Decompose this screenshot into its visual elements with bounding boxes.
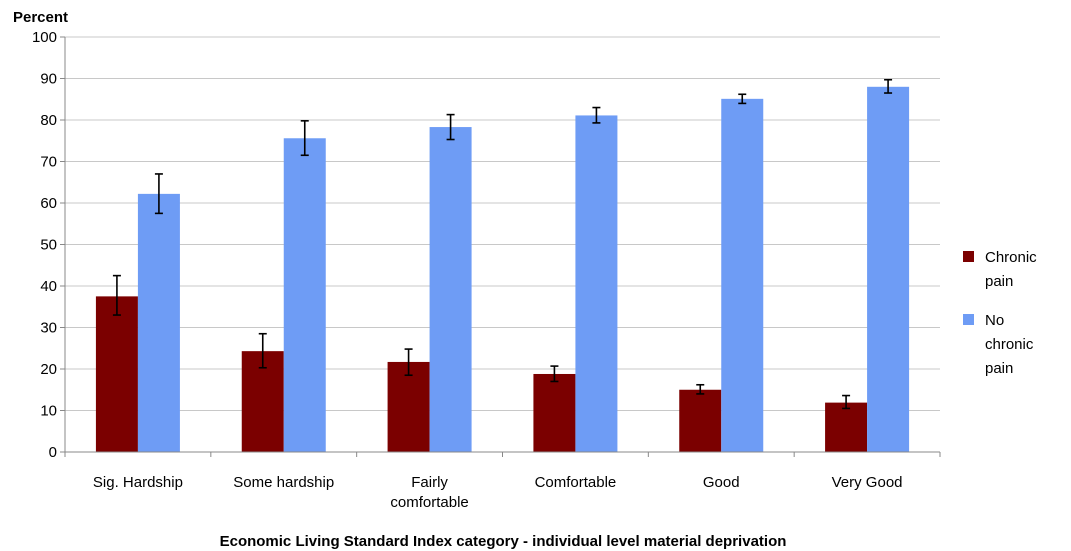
legend-label: Chronic pain (985, 249, 1037, 290)
y-tick-label: 40 (40, 278, 57, 295)
x-tick-label: Comfortable (535, 474, 617, 491)
error-bar (884, 78, 893, 94)
y-tick-label: 60 (40, 195, 57, 212)
error-bar (550, 365, 559, 383)
bar-chronic-pain (533, 373, 576, 452)
legend: Chronic pain No chronic pain (963, 249, 1037, 377)
error-bar (592, 106, 601, 124)
y-axis-ticks: 0 10 20 30 40 50 60 70 80 90 100 (32, 29, 65, 461)
x-tick-label: Sig. Hardship (93, 474, 183, 491)
x-tick-label: Fairly comfortable (390, 474, 468, 511)
x-tick-label: Some hardship (233, 474, 334, 491)
y-tick-label: 90 (40, 71, 57, 88)
bar-no-chronic-pain (137, 193, 180, 452)
y-tick-label: 30 (40, 320, 57, 337)
y-tick-label: 50 (40, 237, 57, 254)
y-tick-label: 20 (40, 361, 57, 378)
y-tick-label: 70 (40, 154, 57, 171)
gridlines (65, 36, 940, 411)
axes (64, 37, 941, 457)
y-tick-label: 0 (49, 444, 57, 461)
error-bar (842, 394, 851, 410)
bars (95, 86, 910, 453)
error-bar (696, 383, 705, 395)
error-bar (154, 173, 163, 215)
bar-no-chronic-pain (283, 138, 326, 452)
bar-no-chronic-pain (721, 98, 764, 453)
error-bars (112, 78, 893, 410)
bar-chronic-pain (679, 389, 722, 452)
legend-chronic-pain: Chronic pain (963, 249, 1037, 290)
error-bar (404, 348, 413, 377)
error-bar (300, 120, 309, 157)
y-tick-label: 100 (32, 29, 57, 46)
legend-no-chronic-pain: No chronic pain (963, 312, 1034, 377)
bar-chronic-pain (825, 402, 868, 452)
legend-swatch (963, 251, 974, 262)
x-tick-label: Very Good (832, 474, 903, 491)
y-tick-label: 10 (40, 403, 57, 420)
error-bar (112, 274, 121, 316)
bar-chronic-pain (387, 361, 430, 452)
y-axis-label: Percent (13, 9, 68, 26)
y-tick-label: 80 (40, 112, 57, 129)
bar-no-chronic-pain (867, 86, 910, 453)
legend-swatch (963, 314, 974, 325)
x-axis-label: Economic Living Standard Index category … (220, 533, 787, 550)
bar-no-chronic-pain (429, 127, 472, 453)
error-bar (258, 332, 267, 369)
error-bar (738, 93, 747, 105)
x-axis-categories: Sig. Hardship Some hardship Fairly comforta… (93, 474, 903, 511)
bar-chronic-pain (95, 296, 138, 452)
legend-label: No chronic pain (985, 312, 1034, 377)
bar-no-chronic-pain (575, 115, 618, 452)
error-bar (446, 113, 455, 141)
x-tick-label: Good (703, 474, 740, 491)
